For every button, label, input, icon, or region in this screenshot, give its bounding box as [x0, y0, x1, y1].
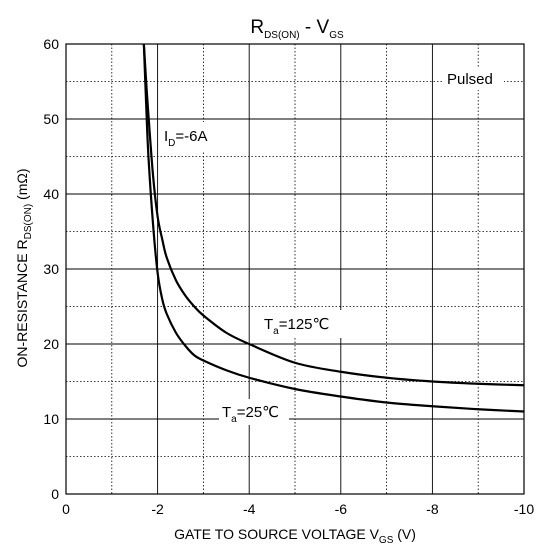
- x-tick-label: -6: [335, 501, 348, 517]
- y-tick-label: 10: [43, 411, 59, 427]
- svg-text:Ta=25℃: Ta=25℃: [222, 404, 279, 425]
- x-tick-label: -4: [243, 501, 256, 517]
- y-tick-label: 60: [43, 36, 59, 52]
- ta125-annotation: Ta=125℃: [260, 310, 348, 338]
- y-tick-label: 20: [43, 336, 59, 352]
- y-tick-label: 0: [51, 486, 59, 502]
- svg-text:ID=-6A: ID=-6A: [164, 128, 208, 149]
- svg-text:Pulsed: Pulsed: [447, 71, 493, 88]
- y-tick-label: 40: [43, 186, 59, 202]
- id-annotation: ID=-6A: [161, 122, 219, 152]
- y-axis-label: ON-RESISTANCE RDS(ON) (mΩ): [14, 169, 34, 368]
- x-tick-label: -10: [514, 501, 534, 517]
- y-tick-label: 50: [43, 111, 59, 127]
- x-axis-label: GATE TO SOURCE VOLTAGE VGS (V): [174, 526, 416, 546]
- chart-title: RDS(ON) - VGS: [250, 17, 344, 41]
- y-tick-label: 30: [43, 261, 59, 277]
- plot-frame: [65, 43, 525, 495]
- x-tick-label: 0: [62, 501, 70, 517]
- x-tick-label: -2: [151, 501, 164, 517]
- ta25-annotation: Ta=25℃: [219, 399, 289, 425]
- svg-text:Ta=125℃: Ta=125℃: [264, 316, 329, 337]
- tick-labels: 0 -2 -4 -6 -8 -10 0 10 20 30 40 50 60: [43, 36, 534, 517]
- curves: [142, 43, 525, 413]
- curve-ta-25c: [142, 43, 525, 413]
- pulsed-annotation: Pulsed: [442, 68, 504, 90]
- x-tick-label: -8: [426, 501, 439, 517]
- curve-ta-125c: [142, 43, 525, 387]
